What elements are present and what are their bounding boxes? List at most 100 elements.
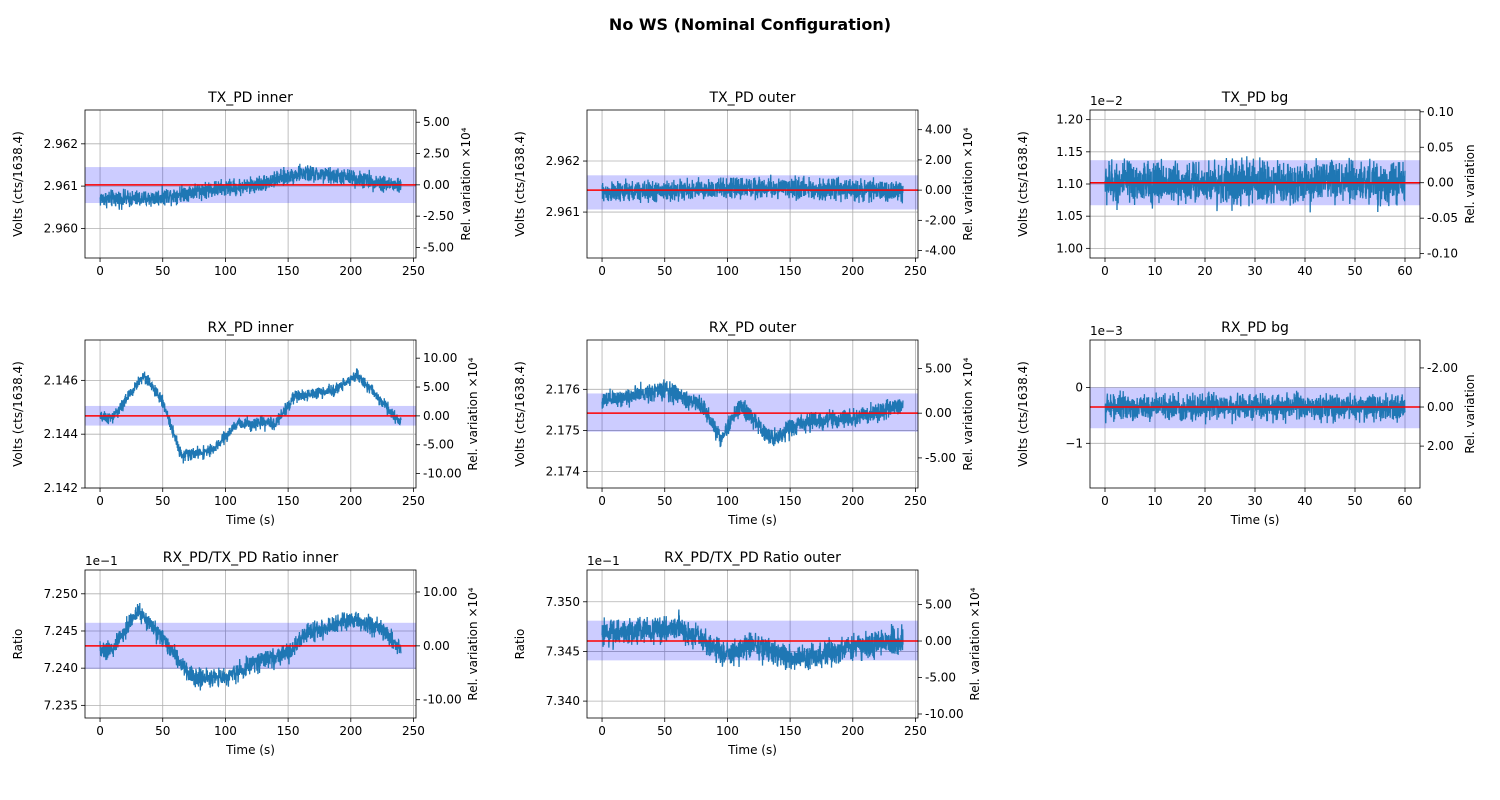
chart-4-y2-tick-label: 5.00 <box>423 380 450 394</box>
chart-3: 0 10 20 30 40 50 60 1.00 1.05 1.10 1.15 1.20 0.10 0.0… <box>1016 90 1477 278</box>
chart-3-y-tick-label: 1.05 <box>1056 209 1083 223</box>
chart-8-y-tick-label: 7.345 <box>546 644 580 658</box>
chart-3-signal-line <box>1104 156 1406 213</box>
chart-2-y-tick-label: 2.962 <box>546 154 580 168</box>
chart-7-x-tick-label: 200 <box>339 724 362 738</box>
chart-7-x-tick-label: 150 <box>277 724 300 738</box>
chart-5-y-tick-label: 2.176 <box>546 382 580 396</box>
chart-2-x-tick-label: 200 <box>841 264 864 278</box>
chart-5-y2-tick-label: -5.00 <box>925 451 956 465</box>
chart-5-x-tick-label: 200 <box>841 494 864 508</box>
chart-1-y-tick-label: 2.961 <box>44 179 78 193</box>
chart-5: 0 50 100 150 200 250 2.174 2.175 2.176 5.00 0.00 -5… <box>513 320 975 527</box>
chart-5-signal-line <box>601 379 904 448</box>
chart-5-y-tick-label: 2.175 <box>546 423 580 437</box>
chart-2-x-tick-label: 150 <box>779 264 802 278</box>
chart-6-ylabel: Volts (cts/1638.4) <box>1016 361 1030 467</box>
chart-6-x-tick-label: 60 <box>1397 494 1412 508</box>
chart-6-x-tick-label: 10 <box>1147 494 1162 508</box>
chart-3-x-tick-label: 50 <box>1347 264 1362 278</box>
chart-4-y2-tick-label: 10.00 <box>423 351 457 365</box>
chart-1-signal-line <box>99 163 402 210</box>
chart-4-x-tick-label: 200 <box>339 494 362 508</box>
chart-4-ylabel: Volts (cts/1638.4) <box>11 361 25 467</box>
chart-7-y-offset-label: 1e−1 <box>85 554 118 568</box>
chart-1-y2-tick-label: 0.00 <box>423 178 450 192</box>
chart-8-y2-tick-label: 0.00 <box>925 634 952 648</box>
chart-3-x-tick-label: 40 <box>1297 264 1312 278</box>
chart-1-y-tick-label: 2.960 <box>44 221 78 235</box>
chart-5-x-tick-label: 150 <box>779 494 802 508</box>
chart-2-y-tick-label: 2.961 <box>546 205 580 219</box>
chart-1-axes-frame <box>84 109 417 259</box>
chart-5-y2-tick-label: 0.00 <box>925 406 952 420</box>
chart-2-ylabel: Volts (cts/1638.4) <box>513 131 527 237</box>
chart-3-x-tick-label: 20 <box>1197 264 1212 278</box>
chart-2-axes-frame <box>586 109 919 259</box>
chart-5-x-tick-label: 50 <box>657 494 672 508</box>
chart-8: 0 50 100 150 200 250 7.340 7.345 7.350 5.00 0.00 -5… <box>513 550 982 757</box>
chart-3-y2-tick-label: 0.00 <box>1427 176 1454 190</box>
chart-5-x-tick-label: 100 <box>716 494 739 508</box>
chart-6-y2-tick-label: 0.00 <box>1427 400 1454 414</box>
chart-6-signal-line <box>1104 390 1406 425</box>
chart-1-y2label: Rel. variation ×10⁴ <box>459 127 473 240</box>
chart-8-y-offset-label: 1e−1 <box>587 554 620 568</box>
chart-4: 0 50 100 150 200 250 2.142 2.144 2.146 10.00 5.00 0… <box>11 320 480 527</box>
chart-4-y-tick-label: 2.146 <box>44 373 78 387</box>
chart-7-y2-tick-label: 10.00 <box>423 585 457 599</box>
chart-8-axes-frame <box>586 569 919 719</box>
chart-3-y2-tick-label: -0.10 <box>1427 247 1458 261</box>
chart-4-x-tick-label: 250 <box>402 494 425 508</box>
chart-6: 0 10 20 30 40 50 60 −1 0 -2.00 0.00 2.00 1e−3 RX_PD b… <box>1016 320 1477 527</box>
chart-6-y2label: Rel. variation <box>1463 374 1477 453</box>
chart-8-ylabel: Ratio <box>513 629 527 660</box>
chart-2-y2-tick-label: 2.00 <box>925 153 952 167</box>
chart-4-x-tick-label: 150 <box>277 494 300 508</box>
chart-3-y-offset-label: 1e−2 <box>1090 94 1123 108</box>
chart-3-ylabel: Volts (cts/1638.4) <box>1016 131 1030 237</box>
chart-1-x-tick-label: 100 <box>214 264 237 278</box>
chart-6-x-tick-label: 30 <box>1247 494 1262 508</box>
chart-8-x-tick-label: 250 <box>904 724 927 738</box>
chart-1-x-tick-label: 0 <box>96 264 104 278</box>
chart-8-xlabel: Time (s) <box>727 743 777 757</box>
chart-8-y2-tick-label: 5.00 <box>925 598 952 612</box>
chart-1-ylabel: Volts (cts/1638.4) <box>11 131 25 237</box>
chart-2-y2-tick-label: -4.00 <box>925 244 956 258</box>
chart-8-y-tick-label: 7.350 <box>546 595 580 609</box>
chart-7-xlabel: Time (s) <box>225 743 275 757</box>
chart-7-title: RX_PD/TX_PD Ratio inner <box>163 550 339 566</box>
chart-3-y2-tick-label: 0.05 <box>1427 140 1454 154</box>
chart-4-axes-frame <box>84 339 417 489</box>
chart-6-x-tick-label: 20 <box>1197 494 1212 508</box>
chart-3-y-tick-label: 1.20 <box>1056 113 1083 127</box>
chart-3-x-tick-label: 10 <box>1147 264 1162 278</box>
chart-5-x-tick-label: 250 <box>904 494 927 508</box>
chart-3-x-tick-label: 60 <box>1397 264 1412 278</box>
chart-5-title: RX_PD outer <box>709 320 797 336</box>
chart-1-y2-tick-label: 5.00 <box>423 115 450 129</box>
chart-2-x-tick-label: 0 <box>598 264 606 278</box>
chart-8-y2label: Rel. variation ×10⁴ <box>968 587 982 700</box>
chart-7-y-tick-label: 7.250 <box>44 587 78 601</box>
chart-6-x-tick-label: 40 <box>1297 494 1312 508</box>
chart-2: 0 50 100 150 200 250 2.961 2.962 4.00 2.00 0.00 -2.… <box>513 90 975 278</box>
chart-1-y2-tick-label: -5.00 <box>423 240 454 254</box>
chart-4-xlabel: Time (s) <box>225 513 275 527</box>
chart-1: 0 50 100 150 200 250 2.960 2.961 2.962 5.00 2.50 0.… <box>11 90 473 278</box>
chart-5-x-tick-label: 0 <box>598 494 606 508</box>
chart-6-xlabel: Time (s) <box>1230 513 1280 527</box>
chart-3-y-tick-label: 1.10 <box>1056 177 1083 191</box>
chart-1-x-tick-label: 50 <box>155 264 170 278</box>
chart-7-axes-frame <box>84 569 417 719</box>
chart-1-x-tick-label: 200 <box>339 264 362 278</box>
chart-3-y2-tick-label: -0.05 <box>1427 211 1458 225</box>
chart-2-y2-tick-label: 0.00 <box>925 183 952 197</box>
chart-8-x-tick-label: 200 <box>841 724 864 738</box>
chart-1-y2-tick-label: -2.50 <box>423 209 454 223</box>
chart-1-title: TX_PD inner <box>207 90 293 106</box>
chart-6-y2-tick-label: -2.00 <box>1427 361 1458 375</box>
chart-7-y-tick-label: 7.245 <box>44 624 78 638</box>
